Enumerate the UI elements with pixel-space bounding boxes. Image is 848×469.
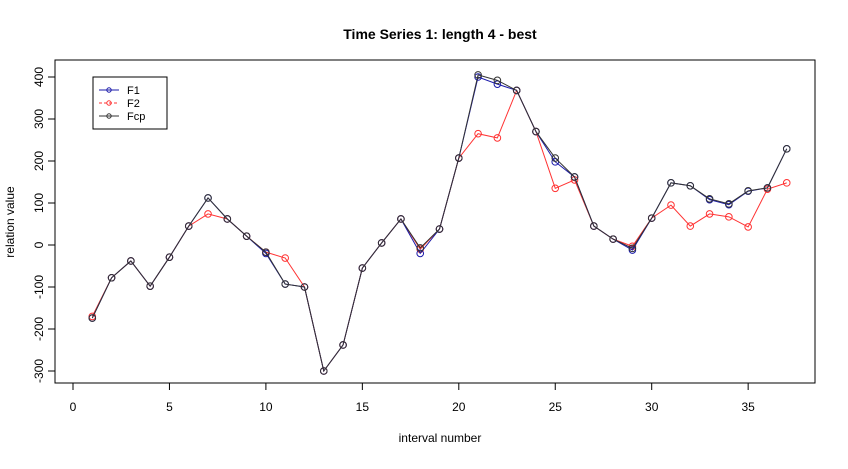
data-point-fcp bbox=[223, 215, 232, 223]
data-point-fcp bbox=[127, 257, 135, 265]
data-point-fcp bbox=[512, 86, 521, 95]
legend-box bbox=[92, 76, 168, 130]
legend-marker-fcp bbox=[106, 113, 112, 119]
data-point-f1 bbox=[474, 73, 482, 81]
y-tick-label: 100 bbox=[32, 193, 46, 213]
data-point-f2 bbox=[474, 129, 482, 138]
data-point-fcp bbox=[416, 244, 425, 252]
data-point-fcp bbox=[146, 282, 154, 290]
data-point-f2 bbox=[204, 210, 212, 218]
data-point-fcp bbox=[242, 232, 251, 240]
y-tick-label: -200 bbox=[32, 317, 46, 341]
data-point-f2 bbox=[667, 201, 675, 209]
data-point-fcp bbox=[532, 127, 540, 136]
data-point-fcp bbox=[667, 179, 675, 187]
x-tick-label: 25 bbox=[549, 400, 563, 414]
data-point-fcp bbox=[165, 253, 174, 261]
data-point-fcp bbox=[551, 154, 560, 162]
data-point-f2 bbox=[782, 179, 791, 187]
data-point-fcp bbox=[570, 173, 579, 181]
x-tick-label: 10 bbox=[259, 400, 273, 414]
data-point-f2 bbox=[551, 184, 560, 193]
data-point-fcp bbox=[184, 222, 193, 230]
data-point-fcp bbox=[88, 314, 97, 322]
x-tick-label: 20 bbox=[452, 400, 466, 414]
series-f1 bbox=[88, 73, 791, 375]
data-point-f2 bbox=[744, 223, 752, 231]
data-point-fcp bbox=[647, 214, 656, 222]
data-point-fcp bbox=[474, 71, 482, 79]
series-f2 bbox=[88, 86, 791, 375]
x-tick-label: 35 bbox=[741, 400, 755, 414]
data-point-fcp bbox=[319, 367, 328, 375]
series-line-f1 bbox=[91, 76, 788, 373]
legend-label-f1: F1 bbox=[127, 85, 140, 97]
data-point-f2 bbox=[281, 254, 289, 262]
y-tick-label: 400 bbox=[32, 67, 46, 87]
y-tick-label: 200 bbox=[32, 151, 46, 171]
data-point-fcp bbox=[590, 222, 598, 230]
data-point-fcp bbox=[686, 181, 695, 190]
y-axis-label: relation value bbox=[3, 186, 17, 258]
data-point-fcp bbox=[435, 225, 444, 233]
data-point-fcp bbox=[628, 244, 637, 253]
x-axis-label: interval number bbox=[399, 431, 482, 445]
data-point-fcp bbox=[744, 187, 752, 195]
data-point-f2 bbox=[725, 213, 733, 221]
data-point-fcp bbox=[281, 280, 289, 288]
chart-title: Time Series 1: length 4 - best bbox=[343, 26, 537, 42]
x-tick-label: 5 bbox=[166, 400, 173, 414]
y-tick-label: 0 bbox=[32, 241, 46, 248]
data-point-f2 bbox=[705, 210, 714, 218]
data-point-fcp bbox=[107, 273, 116, 282]
plot-frame bbox=[54, 59, 816, 384]
series-line-fcp bbox=[91, 74, 788, 373]
x-tick-label: 30 bbox=[645, 400, 659, 414]
data-point-f2 bbox=[493, 134, 502, 142]
data-point-fcp bbox=[397, 215, 405, 223]
legend-marker-f1 bbox=[106, 87, 112, 93]
data-point-fcp bbox=[782, 145, 791, 153]
data-point-fcp bbox=[725, 200, 733, 208]
legend-label-f2: F2 bbox=[127, 98, 140, 110]
data-point-fcp bbox=[763, 184, 772, 192]
legend-marker-f2 bbox=[106, 100, 112, 106]
series-line-f2 bbox=[91, 89, 787, 373]
data-point-fcp bbox=[609, 235, 617, 243]
data-point-fcp bbox=[377, 239, 386, 247]
x-tick-label: 15 bbox=[356, 400, 370, 414]
data-point-f2 bbox=[686, 222, 695, 230]
data-point-fcp bbox=[493, 76, 502, 85]
data-point-fcp bbox=[262, 248, 270, 256]
legend-label-fcp: Fcp bbox=[127, 111, 145, 123]
data-point-fcp bbox=[300, 283, 309, 291]
y-tick-label: 300 bbox=[32, 109, 46, 129]
data-point-fcp bbox=[339, 341, 347, 349]
series-fcp bbox=[88, 71, 791, 375]
y-tick-label: -300 bbox=[32, 359, 46, 383]
y-tick-label: -100 bbox=[32, 275, 46, 299]
x-tick-label: 0 bbox=[70, 400, 77, 414]
data-point-fcp bbox=[705, 195, 714, 203]
data-point-fcp bbox=[358, 264, 367, 272]
data-point-fcp bbox=[455, 154, 463, 162]
data-point-fcp bbox=[204, 194, 212, 202]
data-point-f1 bbox=[416, 249, 425, 258]
